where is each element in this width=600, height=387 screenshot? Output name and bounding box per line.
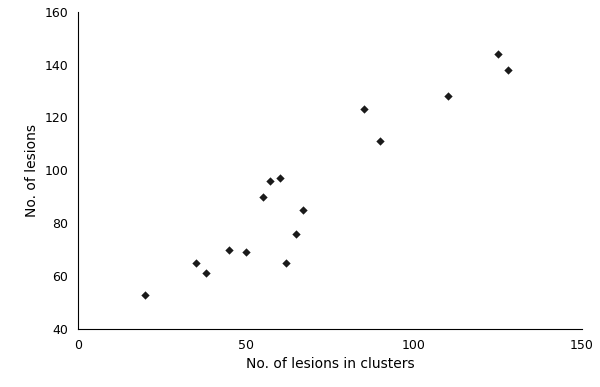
Point [493, 51, 503, 57]
Point [376, 138, 385, 144]
Point [443, 93, 452, 99]
Point [140, 291, 150, 298]
Point [224, 247, 234, 253]
Point [281, 260, 291, 266]
Y-axis label: No. of lesions: No. of lesions [25, 124, 39, 217]
Point [201, 270, 211, 276]
Point [359, 106, 368, 113]
Point [241, 249, 251, 255]
Point [265, 178, 274, 184]
Point [275, 175, 284, 181]
Point [191, 260, 200, 266]
X-axis label: No. of lesions in clusters: No. of lesions in clusters [245, 357, 415, 371]
Point [503, 67, 513, 73]
Point [292, 231, 301, 237]
Point [298, 207, 308, 213]
Point [258, 194, 268, 200]
